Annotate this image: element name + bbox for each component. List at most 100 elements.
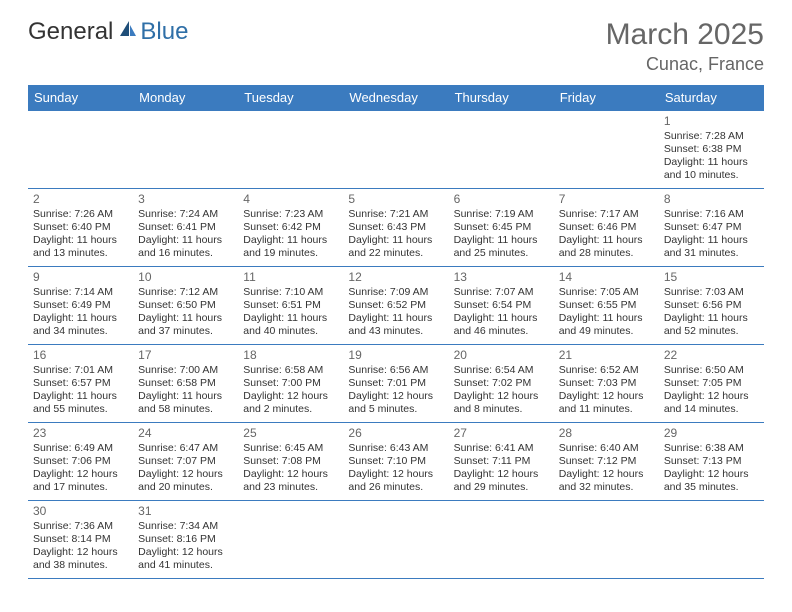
cell-sunset: Sunset: 7:05 PM (664, 377, 759, 390)
cell-daylight1: Daylight: 11 hours (664, 156, 759, 169)
day-number: 4 (243, 192, 338, 207)
calendar-cell (238, 111, 343, 189)
calendar-cell: 29Sunrise: 6:38 AMSunset: 7:13 PMDayligh… (659, 423, 764, 501)
cell-sunset: Sunset: 7:03 PM (559, 377, 654, 390)
cell-sunset: Sunset: 7:12 PM (559, 455, 654, 468)
cell-daylight1: Daylight: 11 hours (664, 234, 759, 247)
cell-sunset: Sunset: 6:42 PM (243, 221, 338, 234)
cell-daylight1: Daylight: 12 hours (454, 390, 549, 403)
cell-daylight2: and 38 minutes. (33, 559, 128, 572)
cell-daylight2: and 8 minutes. (454, 403, 549, 416)
cell-sunrise: Sunrise: 7:23 AM (243, 208, 338, 221)
day-number: 13 (454, 270, 549, 285)
day-number: 23 (33, 426, 128, 441)
cell-daylight2: and 26 minutes. (348, 481, 443, 494)
day-number: 20 (454, 348, 549, 363)
calendar-head: SundayMondayTuesdayWednesdayThursdayFrid… (28, 85, 764, 111)
cell-sunset: Sunset: 7:02 PM (454, 377, 549, 390)
cell-daylight2: and 14 minutes. (664, 403, 759, 416)
cell-daylight2: and 34 minutes. (33, 325, 128, 338)
day-number: 18 (243, 348, 338, 363)
cell-daylight1: Daylight: 11 hours (243, 234, 338, 247)
cell-sunrise: Sunrise: 6:41 AM (454, 442, 549, 455)
calendar-table: SundayMondayTuesdayWednesdayThursdayFrid… (28, 85, 764, 579)
cell-sunrise: Sunrise: 7:28 AM (664, 130, 759, 143)
calendar-cell: 21Sunrise: 6:52 AMSunset: 7:03 PMDayligh… (554, 345, 659, 423)
day-number: 29 (664, 426, 759, 441)
calendar-cell: 11Sunrise: 7:10 AMSunset: 6:51 PMDayligh… (238, 267, 343, 345)
calendar-cell (449, 111, 554, 189)
cell-daylight1: Daylight: 11 hours (454, 234, 549, 247)
weekday-header: Sunday (28, 85, 133, 111)
cell-sunrise: Sunrise: 7:34 AM (138, 520, 233, 533)
calendar-cell: 13Sunrise: 7:07 AMSunset: 6:54 PMDayligh… (449, 267, 554, 345)
cell-daylight2: and 22 minutes. (348, 247, 443, 260)
calendar-cell (133, 111, 238, 189)
cell-sunset: Sunset: 8:14 PM (33, 533, 128, 546)
day-number: 24 (138, 426, 233, 441)
calendar-row: 2Sunrise: 7:26 AMSunset: 6:40 PMDaylight… (28, 189, 764, 267)
cell-sunset: Sunset: 6:58 PM (138, 377, 233, 390)
cell-daylight2: and 25 minutes. (454, 247, 549, 260)
cell-sunrise: Sunrise: 7:26 AM (33, 208, 128, 221)
day-number: 15 (664, 270, 759, 285)
cell-daylight1: Daylight: 12 hours (664, 390, 759, 403)
cell-daylight1: Daylight: 11 hours (454, 312, 549, 325)
calendar-cell: 28Sunrise: 6:40 AMSunset: 7:12 PMDayligh… (554, 423, 659, 501)
cell-daylight1: Daylight: 11 hours (559, 312, 654, 325)
day-number: 26 (348, 426, 443, 441)
logo-text-blue: Blue (140, 18, 188, 46)
day-number: 27 (454, 426, 549, 441)
cell-daylight2: and 55 minutes. (33, 403, 128, 416)
cell-daylight1: Daylight: 11 hours (559, 234, 654, 247)
calendar-cell: 12Sunrise: 7:09 AMSunset: 6:52 PMDayligh… (343, 267, 448, 345)
day-number: 22 (664, 348, 759, 363)
day-number: 14 (559, 270, 654, 285)
logo: General Blue (28, 18, 188, 46)
calendar-cell: 1Sunrise: 7:28 AMSunset: 6:38 PMDaylight… (659, 111, 764, 189)
cell-daylight2: and 43 minutes. (348, 325, 443, 338)
calendar-row: 30Sunrise: 7:36 AMSunset: 8:14 PMDayligh… (28, 501, 764, 579)
cell-sunset: Sunset: 7:13 PM (664, 455, 759, 468)
weekday-header: Thursday (449, 85, 554, 111)
calendar-cell (343, 111, 448, 189)
cell-sunrise: Sunrise: 7:05 AM (559, 286, 654, 299)
weekday-header: Monday (133, 85, 238, 111)
cell-sunrise: Sunrise: 7:16 AM (664, 208, 759, 221)
cell-sunrise: Sunrise: 7:07 AM (454, 286, 549, 299)
weekday-header: Saturday (659, 85, 764, 111)
sail-icon (117, 18, 137, 46)
calendar-cell (343, 501, 448, 579)
cell-sunset: Sunset: 7:11 PM (454, 455, 549, 468)
cell-daylight1: Daylight: 12 hours (454, 468, 549, 481)
calendar-cell (28, 111, 133, 189)
calendar-cell: 25Sunrise: 6:45 AMSunset: 7:08 PMDayligh… (238, 423, 343, 501)
cell-daylight2: and 31 minutes. (664, 247, 759, 260)
day-number: 21 (559, 348, 654, 363)
calendar-cell: 14Sunrise: 7:05 AMSunset: 6:55 PMDayligh… (554, 267, 659, 345)
cell-daylight1: Daylight: 12 hours (33, 468, 128, 481)
day-number: 8 (664, 192, 759, 207)
calendar-cell: 18Sunrise: 6:58 AMSunset: 7:00 PMDayligh… (238, 345, 343, 423)
cell-sunset: Sunset: 6:56 PM (664, 299, 759, 312)
cell-sunset: Sunset: 7:07 PM (138, 455, 233, 468)
calendar-row: 16Sunrise: 7:01 AMSunset: 6:57 PMDayligh… (28, 345, 764, 423)
cell-sunrise: Sunrise: 7:01 AM (33, 364, 128, 377)
calendar-cell: 4Sunrise: 7:23 AMSunset: 6:42 PMDaylight… (238, 189, 343, 267)
cell-sunrise: Sunrise: 6:50 AM (664, 364, 759, 377)
weekday-header: Wednesday (343, 85, 448, 111)
cell-daylight2: and 58 minutes. (138, 403, 233, 416)
calendar-cell (554, 111, 659, 189)
cell-daylight1: Daylight: 11 hours (138, 312, 233, 325)
cell-sunrise: Sunrise: 7:12 AM (138, 286, 233, 299)
cell-sunrise: Sunrise: 7:10 AM (243, 286, 338, 299)
cell-daylight1: Daylight: 11 hours (33, 234, 128, 247)
cell-sunset: Sunset: 7:00 PM (243, 377, 338, 390)
cell-daylight2: and 13 minutes. (33, 247, 128, 260)
calendar-cell: 24Sunrise: 6:47 AMSunset: 7:07 PMDayligh… (133, 423, 238, 501)
cell-daylight2: and 10 minutes. (664, 169, 759, 182)
day-number: 11 (243, 270, 338, 285)
cell-daylight1: Daylight: 12 hours (348, 468, 443, 481)
cell-daylight1: Daylight: 11 hours (243, 312, 338, 325)
cell-daylight2: and 41 minutes. (138, 559, 233, 572)
